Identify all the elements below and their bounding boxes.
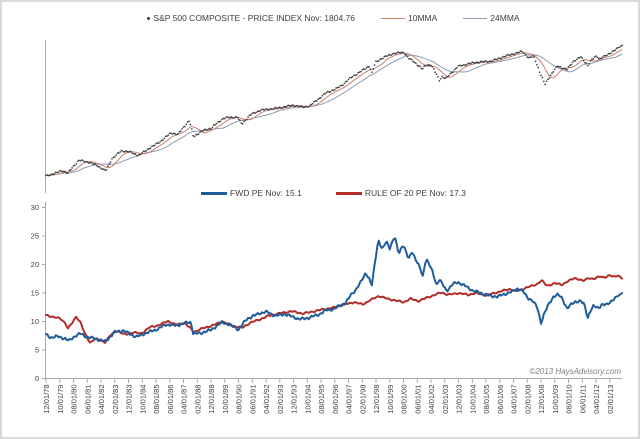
top-legend: S&P 500 COMPOSITE - PRICE INDEX Nov: 180… — [45, 13, 622, 23]
x-axis-tick-label: 06/01/96 — [331, 385, 340, 414]
x-axis-tick-label: 06/01/06 — [496, 385, 505, 414]
x-axis-tick-label: 08/01/10 — [565, 385, 574, 414]
rule20-legend-label: RULE OF 20 PE Nov: 17.3 — [364, 188, 466, 198]
ma10-legend-label: 10MMA — [407, 13, 438, 23]
ma10-legend-line — [380, 17, 405, 19]
x-axis-tick-label: 10/01/99 — [386, 385, 395, 414]
y-axis-tick-label: 5 — [35, 345, 39, 354]
x-axis-tick-label: 12/01/88 — [207, 385, 216, 414]
fwd-pe-line — [45, 237, 624, 343]
x-axis-tick-label: 08/01/95 — [317, 385, 326, 414]
sp500-series-marker-dot — [147, 16, 151, 20]
x-axis-tick-labels: 12/01/78 10/01/79 08/01/80 06/01/81 04/01/82… — [42, 385, 615, 414]
x-axis-tick-label: 12/01/83 — [125, 385, 134, 414]
x-axis-tick-label: 06/01/81 — [83, 385, 92, 414]
x-axis-tick-label: 10/01/84 — [138, 385, 147, 414]
x-axis-tick-label: 04/01/12 — [592, 385, 601, 414]
x-axis-tick-label: 10/01/89 — [221, 385, 230, 414]
ma10-line — [45, 48, 623, 176]
x-axis-tick-label: 08/01/00 — [400, 385, 409, 414]
x-axis-tick-label: 12/01/98 — [372, 385, 381, 414]
x-axis-tick-label: 02/01/98 — [358, 385, 367, 414]
x-axis-tick-label: 08/01/90 — [235, 385, 244, 414]
y-axis-tick-label: 30 — [31, 203, 39, 212]
x-axis-tick-label: 02/01/93 — [276, 385, 285, 414]
x-axis-tick-label: 02/01/13 — [606, 385, 615, 414]
x-axis-tick-label: 12/01/78 — [42, 385, 51, 414]
x-axis-tick-label: 08/01/80 — [70, 385, 79, 414]
x-axis-tick-label: 10/01/79 — [56, 385, 65, 414]
ma24-line — [45, 53, 623, 176]
x-axis-tick-label: 10/01/04 — [468, 385, 477, 414]
ma24-legend-item: 24MMA — [463, 13, 520, 23]
sp500-legend-label: S&P 500 COMPOSITE - PRICE INDEX Nov: 180… — [153, 13, 355, 23]
y-axis-tick-labels: 0 5 10 15 20 25 30 — [31, 203, 39, 383]
x-axis-tick-label: 02/01/03 — [441, 385, 450, 414]
x-axis-tick-label: 12/01/08 — [537, 385, 546, 414]
x-axis-tick-label: 08/01/05 — [482, 385, 491, 414]
y-axis-tick-label: 10 — [31, 317, 39, 326]
x-axis-tick-label: 04/01/87 — [180, 385, 189, 414]
fwd-pe-legend-label: FWD PE Nov: 15.1 — [230, 188, 302, 198]
price-dots — [45, 44, 623, 177]
x-axis-tick-label: 04/01/82 — [97, 385, 106, 414]
y-axis-tick-label: 0 — [35, 374, 39, 383]
x-axis-tick-label: 04/01/07 — [510, 385, 519, 414]
rule20-legend-line — [335, 191, 362, 195]
x-axis-tick-label: 02/01/88 — [193, 385, 202, 414]
fwd-pe-legend-line — [201, 191, 228, 195]
copyright-text: ©2013 HaysAdvisory.com — [529, 367, 621, 376]
x-axis-tick-label: 04/01/92 — [262, 385, 271, 414]
x-axis-tick-label: 06/01/91 — [248, 385, 257, 414]
x-axis-tick-label: 12/01/93 — [290, 385, 299, 414]
x-axis-tick-label: 04/01/02 — [427, 385, 436, 414]
fwd-pe-legend-item: FWD PE Nov: 15.1 — [201, 188, 302, 198]
x-axis-tick-label: 10/01/94 — [303, 385, 312, 414]
y-axis-tick-label: 15 — [31, 288, 39, 297]
rule20-legend-item: RULE OF 20 PE Nov: 17.3 — [335, 188, 466, 198]
ma24-legend-label: 24MMA — [490, 13, 520, 23]
x-axis-tick-label: 02/01/83 — [111, 385, 120, 414]
x-axis-tick-label: 06/01/86 — [166, 385, 175, 414]
x-axis-tick-label: 04/01/97 — [345, 385, 354, 414]
x-axis-tick-label: 12/01/03 — [455, 385, 464, 414]
ma10-legend-item: 10MMA — [380, 13, 438, 23]
bottom-legend: FWD PE Nov: 15.1 RULE OF 20 PE Nov: 17.3 — [45, 188, 622, 198]
x-axis-tick-label: 06/01/01 — [413, 385, 422, 414]
x-axis-tick-label: 10/01/09 — [551, 385, 560, 414]
y-axis-tick-label: 25 — [31, 231, 39, 240]
y-axis-tick-label: 20 — [31, 260, 39, 269]
x-axis-tick-label: 06/01/11 — [578, 385, 587, 414]
x-axis-tick-label: 02/01/08 — [523, 385, 532, 414]
sp500-legend-item: S&P 500 COMPOSITE - PRICE INDEX Nov: 180… — [147, 13, 355, 23]
x-axis-tick-label: 08/01/85 — [152, 385, 161, 414]
ma24-legend-line — [463, 17, 488, 19]
rule20-pe-line — [45, 274, 624, 344]
bottom-chart-axes — [42, 202, 622, 383]
